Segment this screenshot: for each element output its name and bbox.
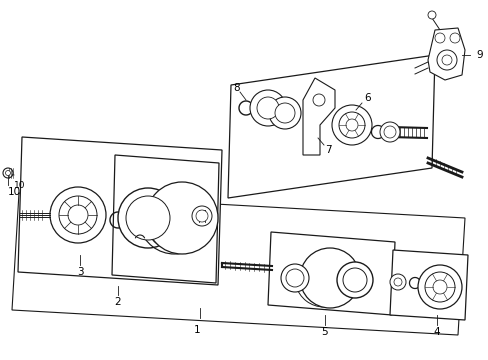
Circle shape	[285, 269, 304, 287]
Circle shape	[383, 126, 395, 138]
Text: 1: 1	[193, 325, 200, 335]
Polygon shape	[227, 55, 434, 198]
Circle shape	[118, 188, 178, 248]
Circle shape	[274, 103, 294, 123]
Polygon shape	[427, 28, 464, 80]
Polygon shape	[112, 155, 219, 283]
Circle shape	[268, 97, 301, 129]
Text: 9: 9	[475, 50, 482, 60]
Circle shape	[379, 122, 399, 142]
Text: 2: 2	[115, 297, 121, 307]
Circle shape	[192, 206, 212, 226]
Circle shape	[338, 112, 364, 138]
Polygon shape	[389, 250, 467, 320]
Text: 10: 10	[14, 180, 25, 189]
Circle shape	[436, 50, 456, 70]
Circle shape	[342, 268, 366, 292]
Circle shape	[312, 94, 325, 106]
Polygon shape	[303, 78, 334, 155]
Circle shape	[331, 105, 371, 145]
Circle shape	[3, 168, 13, 178]
Circle shape	[299, 248, 359, 308]
Circle shape	[346, 119, 357, 131]
Circle shape	[427, 11, 435, 19]
Circle shape	[257, 97, 279, 119]
Circle shape	[281, 264, 308, 292]
Circle shape	[389, 274, 405, 290]
Polygon shape	[12, 193, 464, 335]
Polygon shape	[267, 232, 394, 315]
Circle shape	[50, 187, 106, 243]
Circle shape	[441, 55, 451, 65]
Circle shape	[249, 90, 285, 126]
Polygon shape	[18, 137, 222, 285]
Circle shape	[417, 265, 461, 309]
Circle shape	[434, 33, 444, 43]
Text: 6: 6	[364, 93, 370, 103]
Text: 4: 4	[433, 327, 439, 337]
Circle shape	[126, 196, 170, 240]
Circle shape	[146, 182, 218, 254]
Circle shape	[59, 196, 97, 234]
Circle shape	[432, 280, 446, 294]
Circle shape	[336, 262, 372, 298]
Circle shape	[68, 205, 88, 225]
Text: 10: 10	[8, 187, 21, 197]
Text: 5: 5	[321, 327, 327, 337]
Text: 7: 7	[324, 145, 331, 155]
Circle shape	[196, 210, 207, 222]
Text: 8: 8	[233, 83, 240, 93]
Circle shape	[424, 272, 454, 302]
Circle shape	[5, 171, 10, 176]
Circle shape	[393, 278, 401, 286]
Text: 3: 3	[77, 267, 83, 277]
Circle shape	[449, 33, 459, 43]
